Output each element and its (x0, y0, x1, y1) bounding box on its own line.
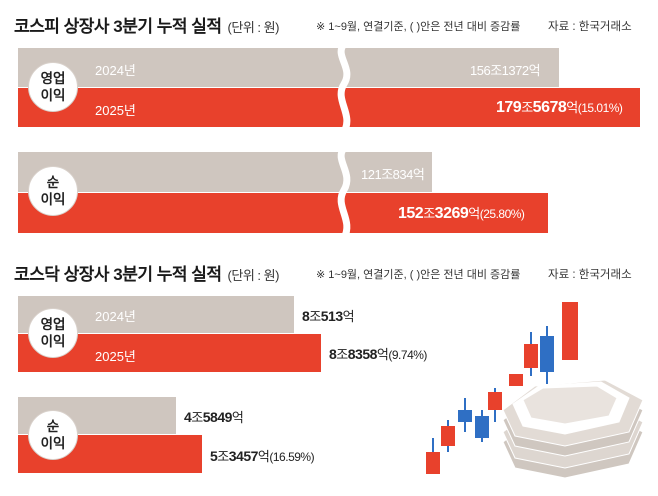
kosdaq-unit: (단위 : 원) (227, 268, 280, 283)
kosdaq-net-2024-value: 4조5849억 (184, 409, 244, 425)
kosdaq-op-2025-value: 8조8358억(9.74%) (329, 346, 427, 362)
kospi-op-badge: 영업 이익 (28, 62, 78, 112)
kosdaq-net-badge: 순 이익 (28, 410, 78, 460)
stock-chart-illustration (426, 302, 644, 479)
kospi-net-2024-value: 121조834억 (361, 167, 425, 182)
kospi-op-2025-year: 2025년 (95, 103, 136, 118)
kospi-net-2025-bar (18, 193, 548, 233)
kosdaq-net-2025-value: 5조3457억(16.59%) (210, 448, 315, 464)
kospi-source: 자료 : 한국거래소 (548, 21, 632, 33)
kosdaq-op-2024-value: 8조513억 (302, 308, 355, 324)
kospi-op-2025-bar (18, 88, 640, 127)
axis-break-mark (337, 145, 351, 240)
kospi-unit: (단위 : 원) (227, 20, 280, 35)
kosdaq-op-badge: 영업 이익 (28, 308, 78, 358)
kosdaq-note: ※ 1~9월, 연결기준, ( )안은 전년 대비 증감률 (316, 269, 521, 281)
candlesticks (426, 302, 578, 474)
axis-break-mark (337, 41, 351, 134)
kosdaq-op-2025-year: 2025년 (95, 349, 136, 364)
kospi-net-badge: 순 이익 (28, 166, 78, 216)
kospi-net-2024-bar (18, 152, 432, 192)
kospi-net-2025-value: 152조3269억(25.80%) (398, 205, 525, 222)
kospi-op-2025-value: 179조5678억(15.01%) (496, 99, 623, 116)
hexagon-podium (502, 379, 644, 479)
kosdaq-op-2024-year: 2024년 (95, 309, 136, 324)
kospi-op-2024-bar (18, 48, 559, 87)
kosdaq-source: 자료 : 한국거래소 (548, 269, 632, 281)
kospi-op-2024-value: 156조1372억 (470, 63, 541, 78)
kospi-note: ※ 1~9월, 연결기준, ( )안은 전년 대비 증감률 (316, 21, 521, 33)
kosdaq-title: 코스닥 상장사 3분기 누적 실적 (단위 : 원) (14, 265, 280, 284)
kospi-op-2024-year: 2024년 (95, 63, 136, 78)
kospi-title: 코스피 상장사 3분기 누적 실적 (단위 : 원) (14, 17, 280, 36)
